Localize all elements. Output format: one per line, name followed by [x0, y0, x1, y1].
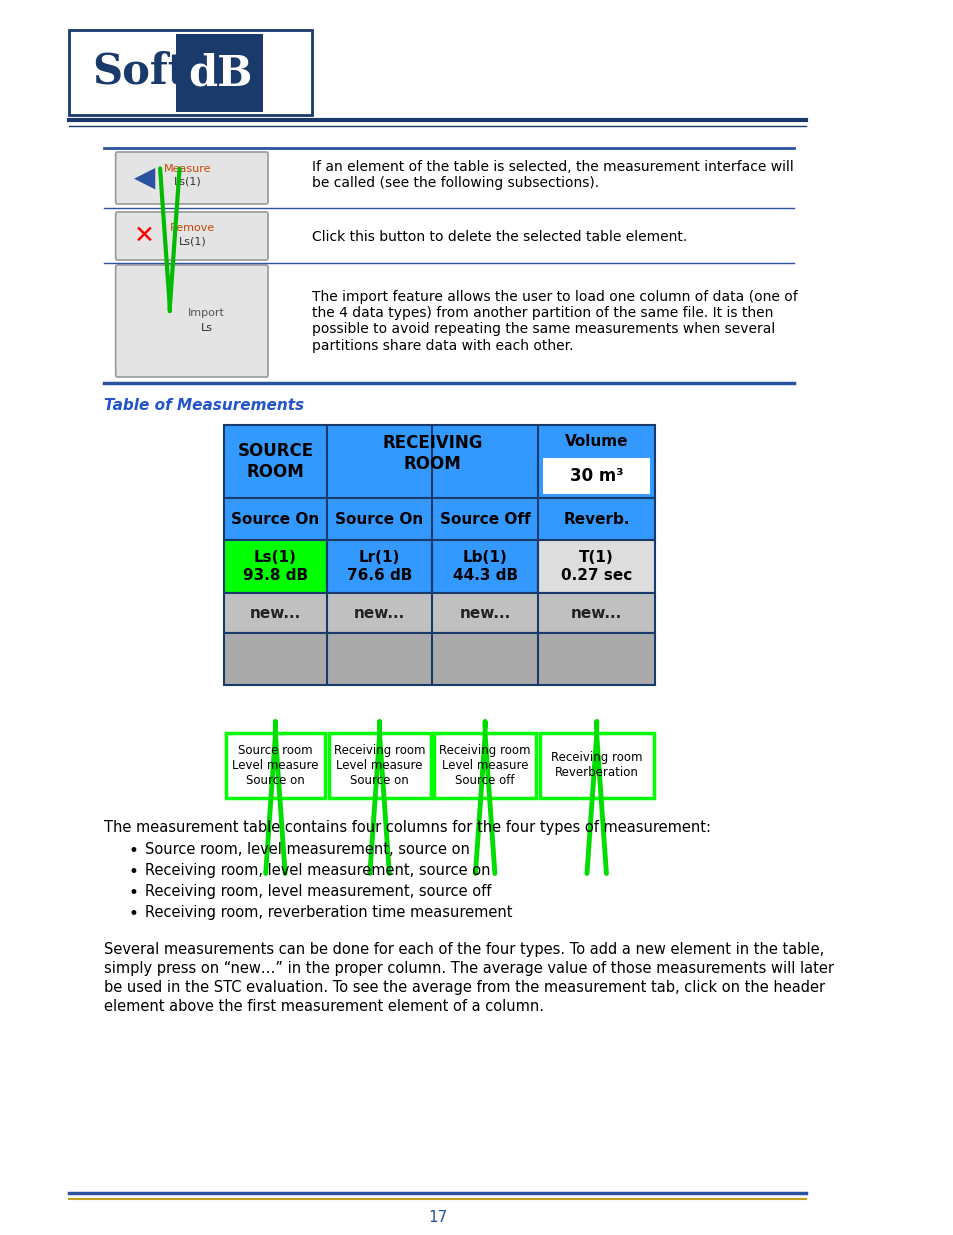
- Text: new...: new...: [571, 605, 621, 620]
- Text: Source room, level measurement, source on: Source room, level measurement, source o…: [145, 842, 470, 857]
- Text: Receiving room, level measurement, source off: Receiving room, level measurement, sourc…: [145, 884, 491, 899]
- FancyBboxPatch shape: [539, 734, 653, 798]
- Text: Source Off: Source Off: [439, 511, 530, 526]
- Text: Receiving room
Level measure
Source off: Receiving room Level measure Source off: [439, 743, 531, 787]
- Text: Receiving room, level measurement, source on: Receiving room, level measurement, sourc…: [145, 863, 490, 878]
- Text: •: •: [129, 842, 138, 860]
- Text: 17: 17: [428, 1210, 447, 1225]
- FancyBboxPatch shape: [115, 212, 268, 261]
- Text: •: •: [129, 905, 138, 923]
- Text: be used in the STC evaluation. To see the average from the measurement tab, clic: be used in the STC evaluation. To see th…: [104, 981, 824, 995]
- Bar: [537, 540, 655, 593]
- Text: SOURCE
ROOM: SOURCE ROOM: [237, 442, 314, 480]
- Bar: [69, 30, 312, 115]
- Text: dB: dB: [188, 52, 253, 94]
- Bar: [224, 593, 655, 634]
- Text: Source room
Level measure
Source on: Source room Level measure Source on: [232, 743, 318, 787]
- FancyBboxPatch shape: [115, 152, 268, 204]
- Text: Volume: Volume: [564, 433, 628, 448]
- Text: Source On: Source On: [335, 511, 423, 526]
- Text: Several measurements can be done for each of the four types. To add a new elemen: Several measurements can be done for eac…: [104, 942, 823, 957]
- Text: If an element of the table is selected, the measurement interface will
be called: If an element of the table is selected, …: [312, 159, 793, 190]
- Bar: [224, 425, 655, 498]
- Text: Receiving room, reverberation time measurement: Receiving room, reverberation time measu…: [145, 905, 512, 920]
- Text: •: •: [129, 863, 138, 881]
- Text: The import feature allows the user to load one column of data (one of
the 4 data: The import feature allows the user to lo…: [312, 290, 797, 353]
- Bar: [176, 35, 263, 112]
- Text: new...: new...: [459, 605, 510, 620]
- Text: Receiving room
Level measure
Source on: Receiving room Level measure Source on: [334, 743, 425, 787]
- Text: •: •: [129, 884, 138, 902]
- Text: ◀: ◀: [133, 164, 155, 191]
- Text: T(1)
0.27 sec: T(1) 0.27 sec: [560, 551, 632, 583]
- Bar: [432, 540, 537, 593]
- Text: Import: Import: [188, 308, 225, 317]
- Text: Table of Measurements: Table of Measurements: [104, 398, 304, 412]
- Text: Ls(1): Ls(1): [179, 236, 207, 246]
- Text: Reverb.: Reverb.: [563, 511, 629, 526]
- Text: new...: new...: [354, 605, 405, 620]
- Text: Remove: Remove: [170, 224, 215, 233]
- Text: Lr(1)
76.6 dB: Lr(1) 76.6 dB: [347, 551, 412, 583]
- Text: Measure: Measure: [163, 164, 211, 174]
- Text: new...: new...: [250, 605, 301, 620]
- Text: element above the first measurement element of a column.: element above the first measurement elem…: [104, 999, 543, 1014]
- Text: Lb(1)
44.3 dB: Lb(1) 44.3 dB: [452, 551, 517, 583]
- Text: RECEIVING
ROOM: RECEIVING ROOM: [382, 433, 482, 473]
- Text: simply press on “new…” in the proper column. The average value of those measurem: simply press on “new…” in the proper col…: [104, 961, 833, 976]
- Bar: [224, 498, 655, 540]
- FancyBboxPatch shape: [434, 734, 536, 798]
- FancyBboxPatch shape: [226, 734, 325, 798]
- Text: ✕: ✕: [133, 224, 155, 248]
- Bar: [327, 540, 432, 593]
- Text: Ls(1)
93.8 dB: Ls(1) 93.8 dB: [243, 551, 308, 583]
- Text: Soft: Soft: [91, 51, 187, 93]
- FancyBboxPatch shape: [544, 459, 648, 493]
- Bar: [224, 634, 655, 685]
- FancyBboxPatch shape: [328, 734, 430, 798]
- Text: Ls: Ls: [200, 324, 213, 333]
- Bar: [224, 540, 327, 593]
- Text: Source On: Source On: [231, 511, 319, 526]
- Text: The measurement table contains four columns for the four types of measurement:: The measurement table contains four colu…: [104, 820, 710, 835]
- Text: Receiving room
Reverberation: Receiving room Reverberation: [551, 752, 641, 779]
- FancyBboxPatch shape: [115, 266, 268, 377]
- Text: 30 m³: 30 m³: [569, 467, 623, 485]
- Text: Click this button to delete the selected table element.: Click this button to delete the selected…: [312, 230, 687, 245]
- Text: Ls(1): Ls(1): [173, 177, 201, 186]
